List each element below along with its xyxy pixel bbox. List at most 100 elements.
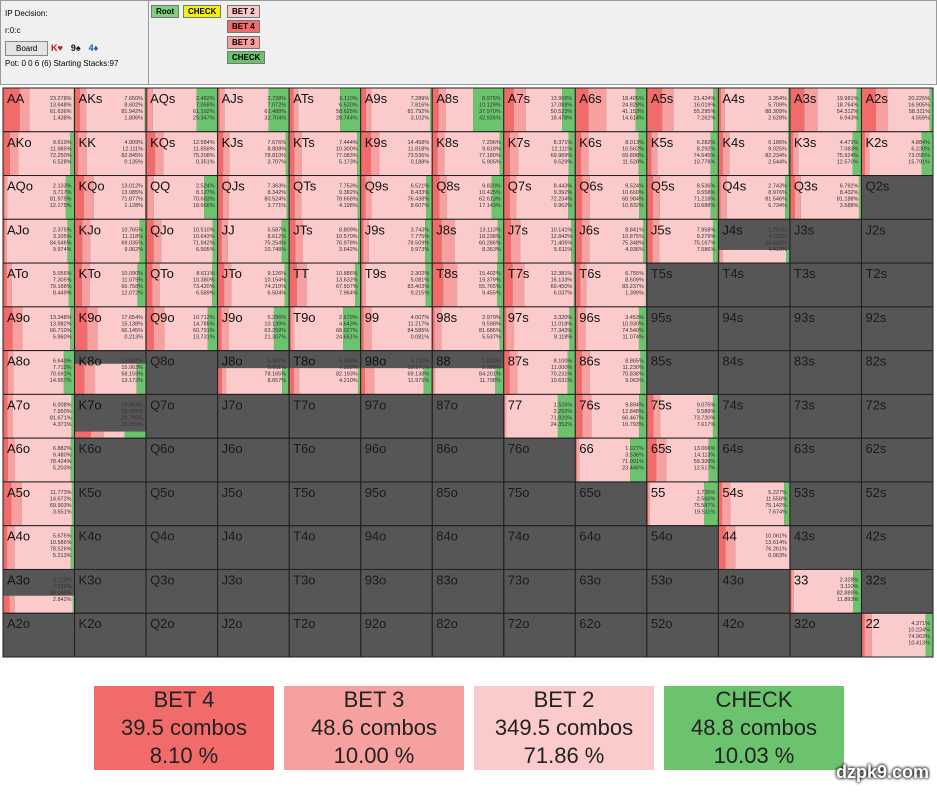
freq-label: 8.013% [625, 140, 644, 146]
freq-label: 11.118% [122, 234, 143, 240]
hand-label: J9s [365, 222, 386, 237]
freq-label: 1.399% [625, 291, 644, 297]
freq-bar [568, 175, 576, 220]
freq-bar [652, 219, 660, 264]
freq-label: 75.208% [193, 153, 215, 159]
freq-label: 11.018% [551, 321, 572, 327]
freq-label: 55.765% [479, 284, 501, 290]
freq-label: 3.102% [411, 116, 430, 122]
freq-bar [793, 131, 799, 176]
freq-label: 77.180% [479, 153, 501, 159]
tree-button[interactable]: CHECK [183, 5, 222, 18]
freq-label: 11.558% [766, 496, 787, 502]
freq-bar [673, 88, 714, 132]
hand-label: KJo [79, 222, 101, 237]
freq-bar [435, 368, 496, 395]
hand-label: J9o [222, 310, 243, 325]
freq-label: 80.524% [264, 197, 286, 203]
freq-bar [718, 131, 723, 176]
freq-bar [718, 525, 726, 570]
freq-label: 78.810% [264, 153, 286, 159]
tree-button[interactable]: BET 4 [227, 20, 260, 33]
freq-bar [520, 219, 572, 264]
freq-bar [74, 219, 83, 264]
freq-label: 11.979% [408, 378, 429, 384]
hand-label: A9s [365, 91, 388, 106]
freq-label: 11.798% [479, 378, 500, 384]
freq-label: 8.602% [124, 103, 143, 109]
freq-label: 1.806% [124, 116, 143, 122]
freq-label: 2.375% [53, 227, 72, 233]
freq-bar [718, 88, 721, 132]
freq-label: 13.908% [551, 96, 573, 102]
freq-bar [575, 350, 582, 395]
freq-bar [224, 88, 269, 132]
hand-label: 94s [722, 310, 743, 325]
hand-label: A6o [7, 441, 30, 456]
freq-label: 5.213% [53, 553, 72, 559]
freq-bar [3, 306, 13, 351]
hand-label: J8o [222, 354, 243, 369]
board-button[interactable]: Board [5, 41, 49, 56]
freq-bar [588, 88, 607, 132]
freq-bar [7, 438, 15, 482]
freq-label: 5.709% [768, 103, 787, 109]
hand-label: 73s [794, 397, 815, 412]
freq-label: 9.126% [267, 271, 286, 277]
freq-label: 84.585% [408, 328, 430, 334]
freq-bar [640, 350, 647, 395]
range-grid: 23.278%13.648%61.636%1.438% AA 7.650%8.602… [2, 87, 934, 658]
freq-bar [217, 88, 220, 132]
freq-label: 0.213% [124, 334, 143, 340]
freq-bar [568, 131, 576, 176]
hand-label: K2o [79, 616, 102, 631]
freq-label: 5.173% [339, 159, 358, 165]
freq-bar [722, 481, 731, 526]
freq-label: 79.188% [50, 284, 72, 290]
hand-label: QTs [293, 179, 317, 194]
freq-label: 12.517% [694, 466, 716, 472]
freq-label: 10.300% [336, 146, 358, 152]
freq-bar [87, 306, 98, 351]
freq-bar [81, 263, 90, 307]
freq-bar [12, 394, 72, 439]
freq-label: 69.450% [551, 284, 573, 290]
freq-label: 6.282% [697, 140, 716, 146]
freq-bar [231, 263, 285, 307]
hand-label: J7o [222, 397, 243, 412]
freq-label: 6.668% [339, 359, 358, 365]
tree-button[interactable]: Root [151, 5, 180, 18]
summary-combos: 39.5 combos [121, 715, 247, 740]
freq-bar [580, 263, 587, 307]
freq-bar [864, 131, 870, 176]
hand-label: ATs [293, 91, 314, 106]
freq-bar [374, 368, 424, 395]
freq-label: 13.731% [193, 334, 215, 340]
tree-button[interactable]: BET 2 [227, 5, 260, 18]
freq-label: 58.311% [909, 109, 930, 115]
freq-label: 9.063% [625, 378, 644, 384]
freq-bar [103, 431, 125, 439]
tree-button[interactable]: BET 3 [227, 36, 260, 49]
freq-bar [575, 394, 583, 439]
freq-bar [86, 131, 146, 176]
freq-bar [294, 175, 302, 220]
freq-label: 13.982% [50, 321, 72, 327]
freq-bar [303, 219, 359, 264]
freq-bar [925, 613, 933, 658]
freq-bar [217, 306, 222, 351]
freq-label: 6.037% [554, 291, 573, 297]
summary-name: BET 3 [343, 687, 405, 712]
freq-label: 21.424% [694, 96, 716, 102]
freq-label: 73.536% [408, 153, 430, 159]
freq-label: 5.537% [482, 334, 501, 340]
freq-label: 2.388% [482, 365, 501, 371]
hand-label: Q9s [365, 179, 389, 194]
freq-label: 6.521% [411, 184, 430, 190]
freq-bar [575, 131, 582, 176]
freq-label: 10.562% [622, 146, 644, 152]
tree-button[interactable]: CHECK [227, 51, 266, 64]
hand-label: QJo [150, 222, 174, 237]
hand-label: T6o [293, 441, 315, 456]
freq-bar [503, 175, 510, 220]
